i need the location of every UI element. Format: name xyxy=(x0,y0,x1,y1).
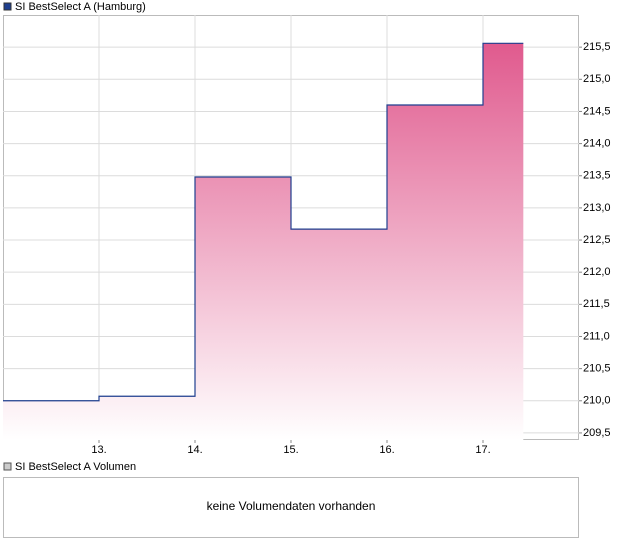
y-tick-label: 210,5 xyxy=(583,363,611,375)
y-tick-label: 210,0 xyxy=(583,395,611,407)
y-tick-label: 212,5 xyxy=(583,234,611,246)
y-tick-label: 211,5 xyxy=(583,298,610,310)
y-tick-label: 213,5 xyxy=(583,170,611,182)
y-tick-label: 215,5 xyxy=(583,41,611,53)
y-tick-label: 212,0 xyxy=(583,266,611,278)
y-tick-label: 211,0 xyxy=(583,330,610,342)
area xyxy=(3,43,524,441)
x-tick-label: 16. xyxy=(379,444,394,456)
x-tick-label: 17. xyxy=(475,444,490,456)
y-tick-label: 213,0 xyxy=(583,202,611,214)
volume-legend-swatch xyxy=(3,462,12,471)
price-line xyxy=(3,42,524,402)
legend-label: SI BestSelect A (Hamburg) xyxy=(15,1,146,13)
x-tick-label: 13. xyxy=(91,444,106,456)
x-tick-label: 15. xyxy=(283,444,298,456)
y-tick-label: 214,0 xyxy=(583,137,611,149)
volume-legend: SI BestSelect A Volumen xyxy=(15,461,136,473)
volume-message: keine Volumendaten vorhanden xyxy=(207,499,376,513)
legend-swatch xyxy=(3,2,12,11)
volume-frame xyxy=(3,477,579,538)
y-tick-label: 209,5 xyxy=(583,427,611,439)
x-tick-label: 14. xyxy=(187,444,202,456)
y-tick-label: 215,0 xyxy=(583,73,611,85)
y-tick-label: 214,5 xyxy=(583,105,611,117)
